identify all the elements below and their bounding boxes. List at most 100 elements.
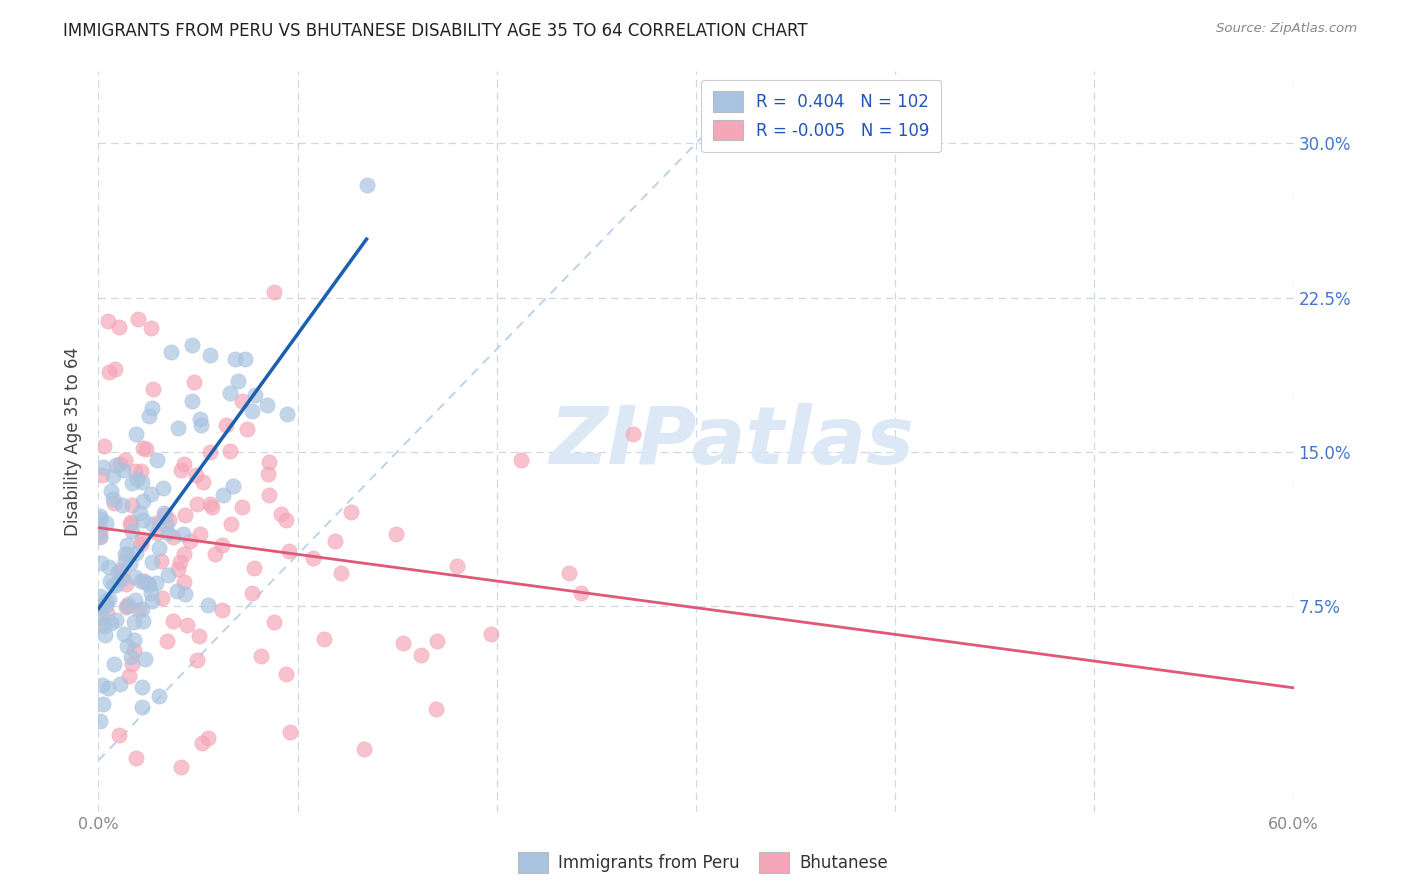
Point [89,511,111,525]
Point [122,632,145,647]
Point [425,702,447,716]
Point [111,573,134,587]
Point [115,599,138,613]
Point [94,593,117,607]
Point [162,614,184,628]
Point [278,724,301,739]
Point [94,516,117,531]
Point [211,603,233,617]
Point [188,527,211,541]
Point [162,530,184,544]
Point [323,533,346,548]
Point [132,614,155,628]
Point [167,562,190,576]
Point [132,513,155,527]
Point [115,547,138,561]
Point [181,393,204,408]
Point [173,574,195,589]
Point [259,455,281,469]
Point [110,458,132,472]
Point [257,467,280,481]
Point [107,320,129,334]
Point [141,516,163,531]
Point [146,453,169,467]
Point [156,633,179,648]
Point [219,385,242,400]
Point [104,458,127,473]
Point [114,453,136,467]
Point [104,362,127,376]
Point [157,568,180,582]
Point [446,558,468,573]
Point [156,526,179,541]
Point [129,507,152,521]
Point [108,677,131,691]
Point [384,526,406,541]
Point [97,313,120,327]
Point [211,538,233,552]
Point [166,421,188,435]
Point [148,690,170,704]
Point [103,496,125,510]
Point [121,498,143,512]
Point [105,613,128,627]
Point [111,498,134,512]
Point [141,555,163,569]
Point [107,566,129,580]
Point [114,576,136,591]
Point [122,615,145,629]
Point [97,591,120,606]
Point [152,591,174,605]
Point [191,735,214,749]
Point [93,439,115,453]
Point [127,311,149,326]
Point [249,648,271,663]
Point [173,547,195,561]
Point [153,508,176,522]
Point [114,547,136,561]
Point [98,560,121,574]
Point [136,575,159,590]
Point [170,463,193,477]
Point [231,500,253,514]
Point [111,568,134,582]
Point [243,388,266,402]
Point [98,574,121,588]
Point [108,728,131,742]
Point [188,629,211,643]
Point [94,628,117,642]
Point [131,602,153,616]
Point [118,516,141,531]
Point [135,442,157,456]
Point [169,555,191,569]
Point [115,640,138,654]
Point [103,491,125,506]
Point [221,478,243,492]
Point [124,570,146,584]
Text: IMMIGRANTS FROM PERU VS BHUTANESE DISABILITY AGE 35 TO 64 CORRELATION CHART: IMMIGRANTS FROM PERU VS BHUTANESE DISABI… [63,22,808,40]
Point [160,345,183,359]
Point [103,657,125,672]
Point [356,178,378,193]
Point [197,731,219,745]
Point [146,526,169,541]
Point [191,475,214,489]
Point [108,563,131,577]
Point [115,600,138,615]
Point [89,589,111,603]
Point [231,393,253,408]
Point [270,507,292,521]
Point [91,678,114,692]
Point [128,603,150,617]
Point [124,464,146,478]
Point [200,445,222,459]
Point [257,488,280,502]
Point [166,583,188,598]
Point [391,636,413,650]
Legend: R =  0.404   N = 102, R = -0.005   N = 109: R = 0.404 N = 102, R = -0.005 N = 109 [702,79,942,152]
Point [211,488,233,502]
Point [145,576,167,591]
Point [152,482,174,496]
Point [118,556,141,570]
Point [176,617,198,632]
